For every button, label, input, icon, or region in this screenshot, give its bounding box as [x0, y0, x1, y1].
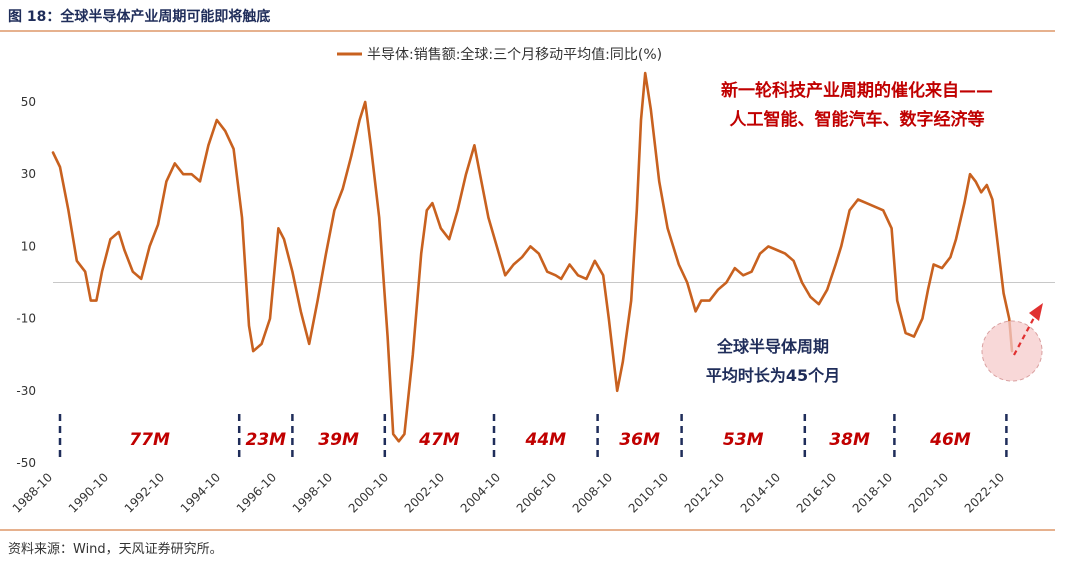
x-tick-label: 2006-10	[514, 470, 559, 515]
x-tick-label: 2016-10	[794, 470, 839, 515]
x-tick-label: 1994-10	[178, 470, 223, 515]
cycle-length-label: 23M	[246, 430, 287, 450]
trend-arrow	[1013, 313, 1037, 356]
x-tick-label: 1998-10	[290, 470, 335, 515]
y-tick-label: -10	[16, 312, 36, 326]
trough-circle	[981, 320, 1043, 382]
x-axis: 1988-10 1990-10 1992-10 1994-10 1996-10 1998-…	[10, 470, 1007, 515]
y-tick-label: 30	[21, 167, 36, 181]
annotation-bottom-line2: 平均时长为45个月	[706, 366, 840, 385]
series-layer	[51, 71, 1014, 443]
x-tick-label: 1996-10	[234, 470, 279, 515]
figure-title: 图 18：全球半导体产业周期可能即将触底	[8, 8, 270, 25]
x-tick-label: 2004-10	[458, 470, 503, 515]
cycle-length-label: 53M	[723, 430, 764, 450]
cycle-length-label: 44M	[525, 430, 567, 450]
cycle-length-label: 47M	[418, 430, 460, 450]
y-tick-label: -30	[16, 384, 36, 398]
y-tick-label: -50	[16, 456, 36, 470]
trough-highlight	[981, 303, 1043, 382]
annotation-top-line1: 新一轮科技产业周期的催化来自——	[721, 80, 993, 101]
x-tick-label: 2018-10	[850, 470, 895, 515]
x-tick-label: 2020-10	[906, 470, 951, 515]
x-tick-label: 2022-10	[962, 470, 1007, 515]
cycle-length-label: 36M	[619, 430, 660, 450]
cycle-length-label: 77M	[129, 430, 170, 450]
cycle-length-label: 46M	[929, 430, 971, 450]
legend: 半导体:销售额:全球:三个月移动平均值:同比(%)	[337, 46, 662, 63]
x-tick-label: 1988-10	[10, 470, 55, 515]
x-tick-label: 2000-10	[346, 470, 391, 515]
x-tick-label: 2012-10	[682, 470, 727, 515]
annotation-top-line2: 人工智能、智能汽车、数字经济等	[730, 109, 985, 130]
x-tick-label: 2010-10	[626, 470, 671, 515]
y-tick-label: 10	[21, 239, 36, 253]
y-axis: 50 30 10 -10 -30 -50	[16, 95, 1055, 470]
y-tick-label: 50	[21, 95, 36, 109]
x-tick-label: 2002-10	[402, 470, 447, 515]
cycle-length-label: 38M	[829, 430, 870, 450]
legend-label: 半导体:销售额:全球:三个月移动平均值:同比(%)	[367, 46, 662, 63]
x-tick-label: 2014-10	[738, 470, 783, 515]
series-line-semiconductor-sales-yoy	[51, 71, 1014, 443]
cycle-length-label: 39M	[318, 430, 359, 450]
x-tick-label: 1992-10	[122, 470, 167, 515]
annotation-bottom-line1: 全球半导体周期	[716, 337, 829, 356]
source-note: 资料来源：Wind，天风证券研究所。	[8, 541, 223, 557]
x-tick-label: 2008-10	[570, 470, 615, 515]
cycle-markers: 77M 23M 39M 47M 44M 36M 53M 38M 46M	[58, 414, 1008, 461]
arrow-head-icon	[1029, 303, 1043, 321]
x-tick-label: 1990-10	[66, 470, 111, 515]
